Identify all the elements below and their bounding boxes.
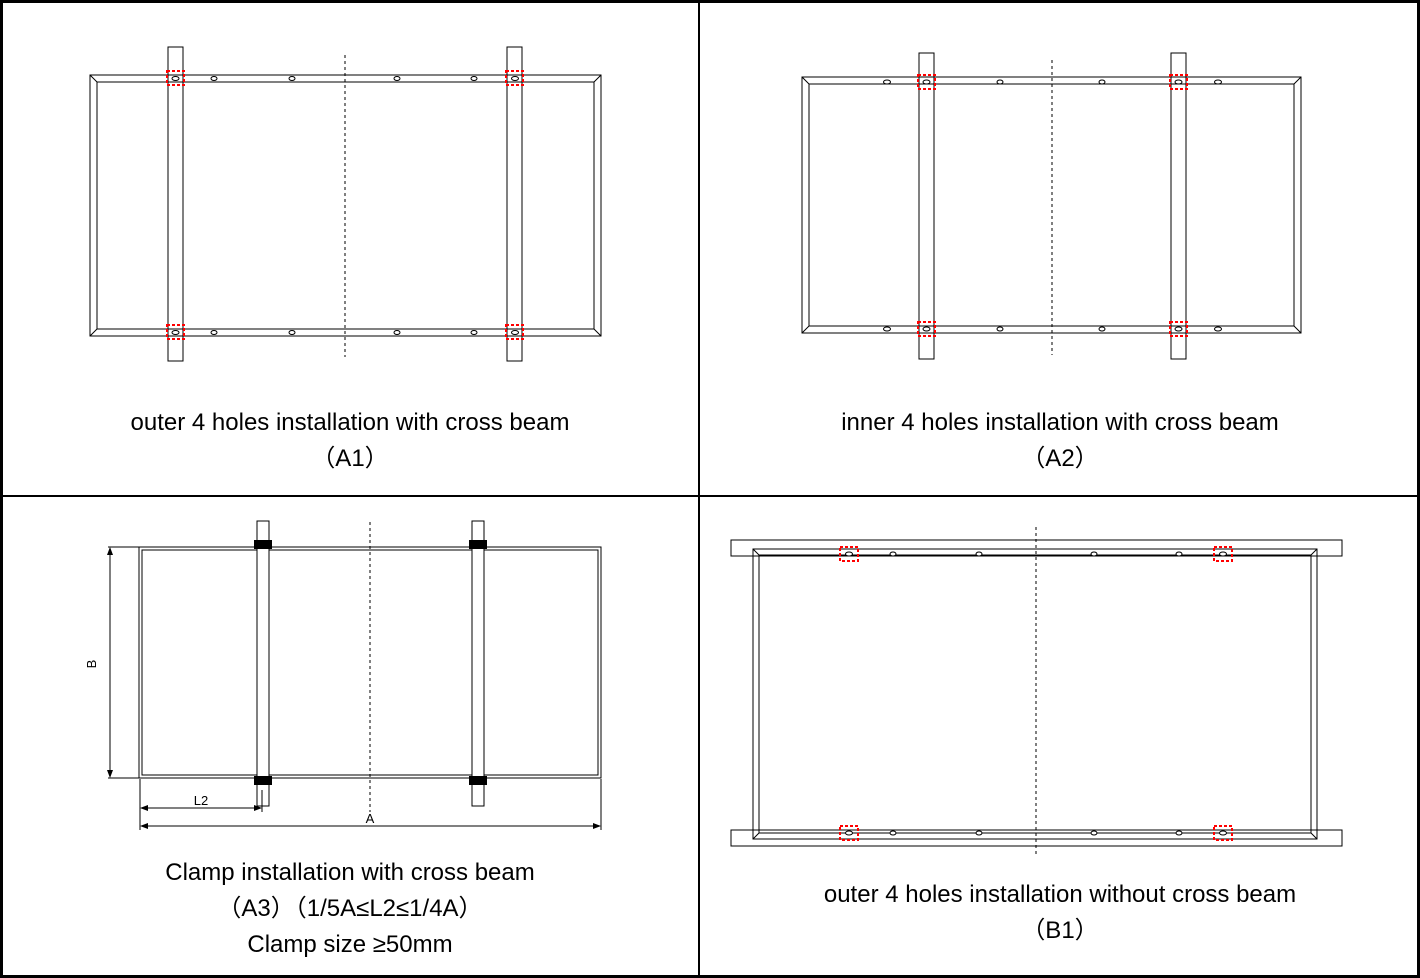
caption-a2-title: inner 4 holes installation with cross be…	[841, 409, 1279, 436]
mounting-hole-marker	[1213, 546, 1233, 562]
cross-beam-left	[256, 520, 270, 807]
dimension-b-label: B	[84, 660, 99, 669]
caption-a1: outer 4 holes installation with cross be…	[0, 405, 700, 477]
caption-a3-label: （A3）（1/5A≤L2≤1/4A）	[217, 895, 483, 922]
clamp-block	[469, 540, 487, 549]
cross-beam-right	[506, 46, 523, 362]
mounting-hole-marker	[839, 825, 859, 841]
mounting-hole-marker	[1169, 74, 1188, 90]
diagram-a1	[89, 46, 602, 362]
mounting-hole-marker	[166, 324, 185, 340]
dimension-a-label: A	[366, 811, 375, 826]
caption-a1-title: outer 4 holes installation with cross be…	[130, 409, 570, 436]
cross-beam-right	[1170, 52, 1187, 360]
caption-a2: inner 4 holes installation with cross be…	[700, 405, 1420, 477]
panel-frame-inner	[758, 554, 1312, 834]
mounting-hole-marker	[917, 321, 936, 337]
caption-a3: Clamp installation with cross beam （A3）（…	[0, 855, 700, 963]
diagram-a3: B L2 A	[84, 520, 602, 830]
cross-beam-left	[167, 46, 184, 362]
clamp-block	[254, 540, 272, 549]
mounting-hole-marker	[1213, 825, 1233, 841]
mounting-hole-marker	[505, 324, 524, 340]
diagram-a2	[801, 52, 1302, 360]
caption-a3-note: Clamp size ≥50mm	[247, 931, 453, 958]
mounting-hole-marker	[505, 70, 524, 86]
clamp-block	[254, 776, 272, 785]
mounting-hole-marker	[917, 74, 936, 90]
caption-a3-title: Clamp installation with cross beam	[165, 859, 535, 886]
clamp-block	[469, 776, 487, 785]
mounting-hole-marker	[166, 70, 185, 86]
diagram-b1	[730, 527, 1343, 857]
mounting-hole-marker	[1169, 321, 1188, 337]
caption-a2-label: （A2）	[1021, 445, 1099, 472]
dimension-l2-label: L2	[194, 793, 208, 808]
caption-b1-title: outer 4 holes installation without cross…	[823, 881, 1297, 908]
panel-frame-outer	[752, 548, 1318, 840]
caption-a1-label: （A1）	[311, 445, 389, 472]
cross-beam-bottom	[730, 829, 1343, 847]
cross-beam-left	[918, 52, 935, 360]
caption-b1: outer 4 holes installation without cross…	[700, 877, 1420, 949]
mounting-hole-marker	[839, 546, 859, 562]
caption-b1-label: （B1）	[1021, 917, 1099, 944]
cross-beam-right	[471, 520, 485, 807]
